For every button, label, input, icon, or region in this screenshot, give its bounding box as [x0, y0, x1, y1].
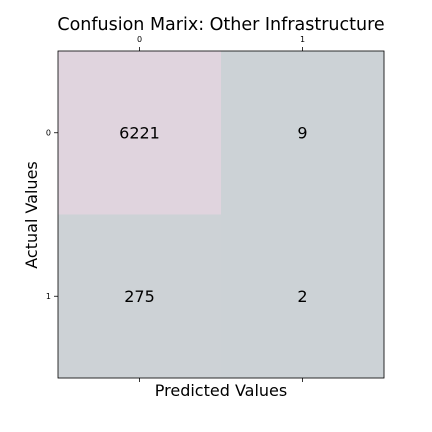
chart-title: Confusion Marix: Other Infrastructure — [57, 15, 384, 35]
heatmap-cell-r1-c1 — [221, 214, 385, 379]
x-tick-label-1: 1 — [300, 35, 305, 44]
y-tick-label-1: 1 — [46, 292, 51, 301]
plot-frame — [57, 50, 385, 379]
heatmap-cell-r0-c1 — [221, 51, 385, 215]
x-axis-label: Predicted Values — [155, 381, 287, 400]
x-tick-label-0: 0 — [137, 35, 142, 44]
cell-value-label-r0-c0: 6221 — [119, 123, 160, 142]
cell-value-label-r0-c1: 9 — [297, 123, 307, 142]
heatmap-cell-r1-c0 — [58, 214, 222, 379]
y-axis-label: Actual Values — [22, 161, 41, 268]
y-tick-label-0: 0 — [46, 128, 51, 137]
heatmap-cell-r0-c0 — [58, 51, 222, 215]
cell-value-label-r1-c0: 275 — [124, 287, 155, 306]
heatmap-plot-area: 6221 9 275 2 0 1 0 1 — [46, 35, 385, 382]
cell-value-label-r1-c1: 2 — [297, 287, 307, 306]
